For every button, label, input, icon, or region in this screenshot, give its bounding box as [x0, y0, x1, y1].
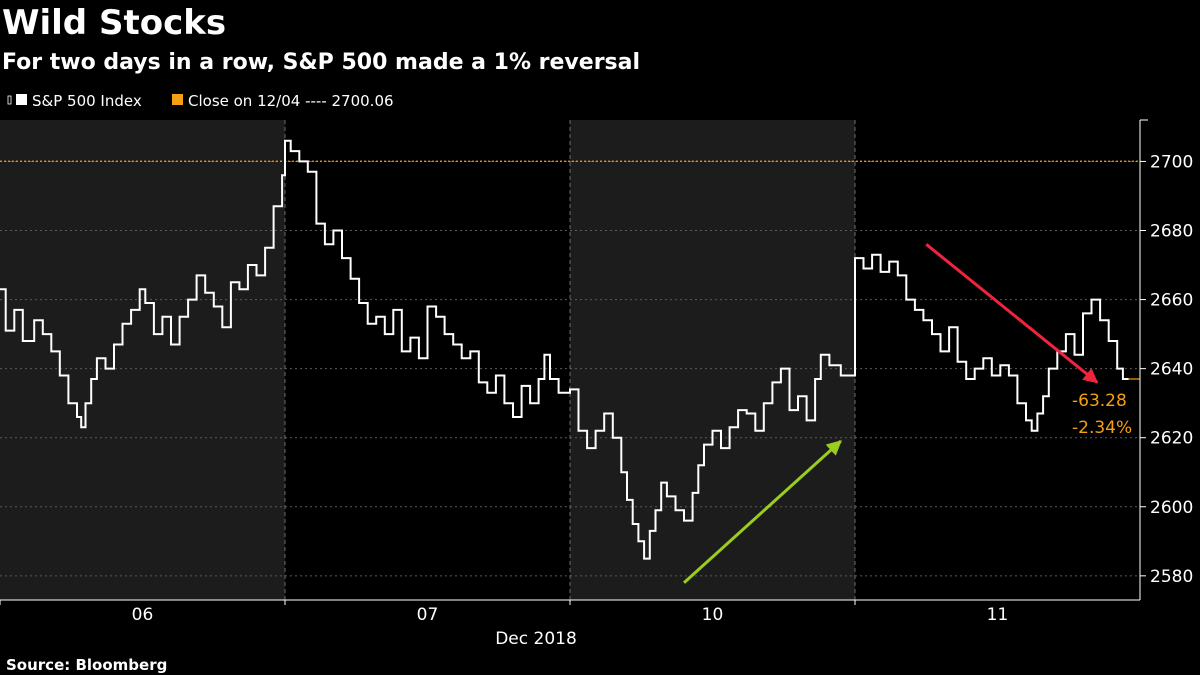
x-tick-label: 11 [987, 605, 1009, 625]
chart-subtitle: For two days in a row, S&P 500 made a 1%… [2, 50, 640, 75]
y-tick-label: 2680 [1150, 222, 1193, 242]
legend-label-close: Close on 12/04 ---- 2700.06 [188, 92, 394, 110]
y-tick-label: 2700 [1150, 152, 1193, 172]
legend-item-sp500: S&P 500 Index [7, 92, 142, 110]
x-tick-label: 07 [417, 605, 439, 625]
x-tick-label: 10 [702, 605, 724, 625]
legend-label-sp500: S&P 500 Index [32, 92, 142, 110]
y-tick-label: 2620 [1150, 429, 1193, 449]
x-tick-label: 06 [132, 605, 154, 625]
x-axis-ticks: 06 07 10 11 [0, 600, 1008, 625]
last-change-absolute: -63.28 [1072, 391, 1127, 411]
chart-title: Wild Stocks [2, 3, 226, 43]
day-bands [0, 120, 855, 600]
up-trend-arrow [682, 440, 842, 584]
y-tick-label: 2660 [1150, 291, 1193, 311]
day-band-06 [0, 120, 285, 600]
y-tick-label: 2580 [1150, 567, 1193, 587]
legend-swatch-sp500 [16, 94, 27, 105]
last-change-percent: -2.34% [1072, 418, 1132, 438]
sp500-series-line [0, 139, 1129, 560]
x-axis-month-label: Dec 2018 [495, 629, 577, 649]
y-tick-label: 2640 [1150, 360, 1193, 380]
legend-line-icon [7, 95, 12, 105]
y-axis-ticks: 2580 2600 2620 2640 2660 2680 2700 [1140, 152, 1193, 587]
day-band-10 [570, 120, 855, 600]
legend-item-close-1204: Close on 12/04 ---- 2700.06 [172, 92, 394, 110]
y-tick-label: 2600 [1150, 498, 1193, 518]
legend: S&P 500 Index Close on 12/04 ---- 2700.0… [7, 92, 394, 110]
down-trend-arrow [925, 243, 1099, 384]
legend-swatch-close [172, 94, 183, 105]
source-note: Source: Bloomberg [6, 656, 167, 674]
